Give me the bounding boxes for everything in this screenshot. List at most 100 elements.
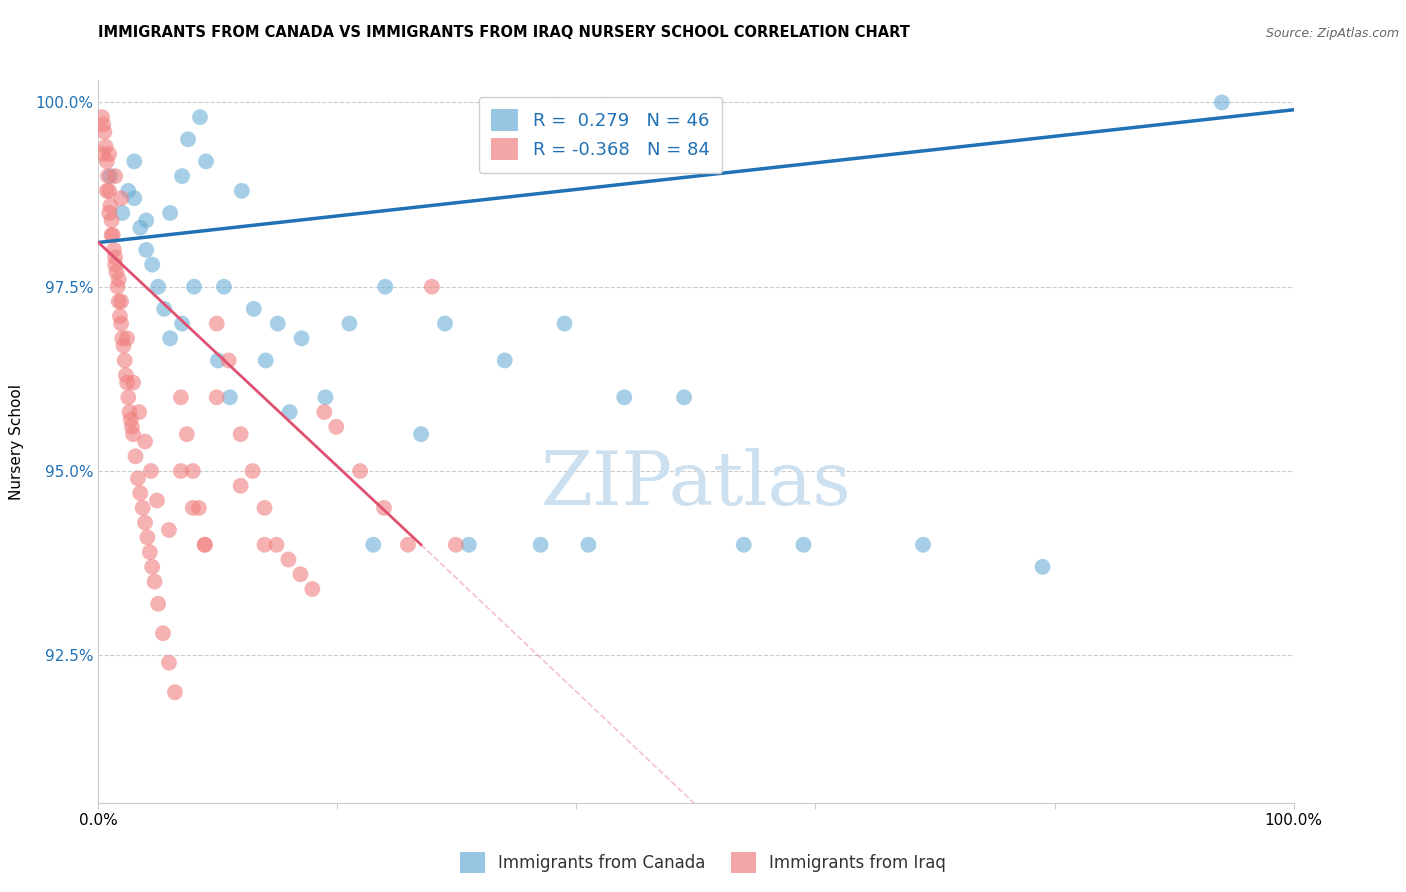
Point [127,471,149,485]
Point [267,317,290,331]
Point [163,685,186,699]
Point [111,206,134,220]
Point [122,376,145,390]
Point [673,390,696,404]
Point [207,353,229,368]
Point [444,538,467,552]
Point [170,464,193,478]
Point [139,545,162,559]
Point [114,353,136,368]
Point [143,574,166,589]
Point [177,132,200,146]
Point [115,331,138,345]
Point [530,538,553,552]
Point [108,309,131,323]
Point [229,479,252,493]
Point [124,154,146,169]
Point [115,376,138,390]
Point [120,412,142,426]
Point [129,486,152,500]
Point [291,331,314,345]
Point [157,656,180,670]
Point [135,213,157,227]
Point [134,434,156,449]
Y-axis label: Nursery School: Nursery School [10,384,24,500]
Point [94,139,117,153]
Point [181,500,204,515]
Point [118,405,141,419]
Point [141,560,163,574]
Point [301,582,323,596]
Point [139,464,162,478]
Point [131,500,153,515]
Point [98,206,121,220]
Point [411,427,433,442]
Text: ZIPatlas: ZIPatlas [540,449,852,522]
Point [172,169,194,183]
Point [100,213,122,227]
Point [91,110,114,124]
Point [98,184,121,198]
Legend: Immigrants from Canada, Immigrants from Iraq: Immigrants from Canada, Immigrants from … [453,846,953,880]
Point [103,243,125,257]
Point [104,250,127,264]
Point [96,154,118,169]
Point [183,279,205,293]
Point [733,538,755,552]
Text: Source: ZipAtlas.com: Source: ZipAtlas.com [1265,27,1399,40]
Point [578,538,600,552]
Point [1211,95,1233,110]
Point [278,405,301,419]
Point [373,500,395,515]
Point [494,353,516,368]
Point [98,199,122,213]
Point [793,538,815,552]
Point [374,279,396,293]
Point [107,279,129,293]
Point [152,626,174,640]
Point [194,538,217,552]
Point [124,191,146,205]
Point [159,331,181,345]
Point [911,538,934,552]
Point [159,206,181,220]
Point [93,125,115,139]
Point [110,317,132,331]
Point [136,530,159,544]
Point [613,390,636,404]
Point [100,228,122,243]
Point [112,339,135,353]
Point [243,301,266,316]
Point [134,516,156,530]
Point [325,419,347,434]
Point [107,294,129,309]
Point [96,184,118,198]
Point [170,390,193,404]
Point [135,243,157,257]
Point [458,538,481,552]
Point [396,538,419,552]
Point [229,427,252,442]
Point [98,147,121,161]
Point [101,228,124,243]
Point [110,294,132,309]
Point [146,493,169,508]
Point [121,419,143,434]
Point [176,427,198,442]
Point [290,567,312,582]
Point [254,353,277,368]
Point [129,220,152,235]
Point [194,538,217,552]
Point [110,191,132,205]
Point [104,258,127,272]
Point [97,169,120,183]
Point [117,184,139,198]
Point [128,405,150,419]
Point [266,538,288,552]
Point [1032,560,1054,574]
Point [181,464,204,478]
Point [315,390,337,404]
Point [554,317,576,331]
Point [91,118,114,132]
Point [148,597,170,611]
